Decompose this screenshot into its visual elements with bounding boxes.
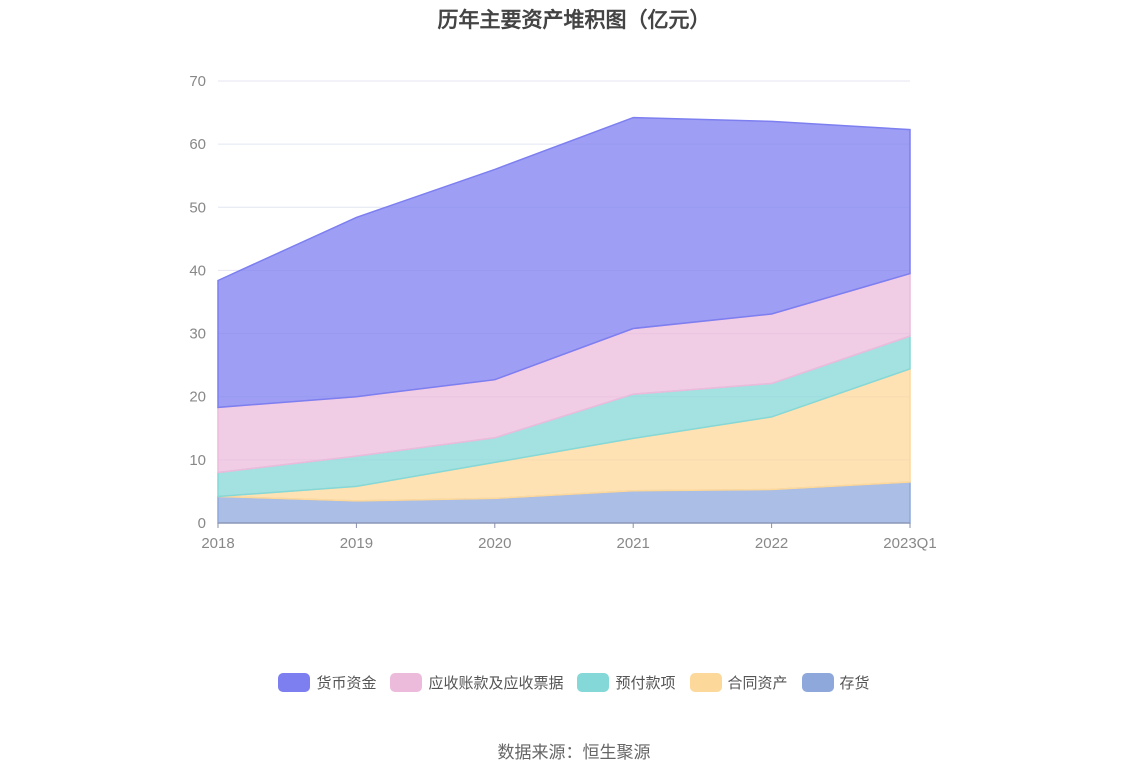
legend-item[interactable]: 预付款项	[577, 672, 676, 693]
y-tick-label: 10	[189, 452, 206, 469]
x-tick-label: 2020	[478, 535, 511, 552]
legend-swatch	[801, 673, 834, 692]
legend-swatch	[390, 673, 423, 692]
x-tick-label: 2022	[755, 535, 788, 552]
x-tick-label: 2021	[617, 535, 650, 552]
y-tick-label: 40	[189, 262, 206, 279]
legend-label: 应收账款及应收票据	[428, 675, 564, 692]
legend-item[interactable]: 应收账款及应收票据	[390, 672, 563, 693]
area-series-4	[217, 116, 911, 409]
legend-label: 合同资产	[727, 675, 788, 692]
chart-legend: 货币资金 应收账款及应收票据 预付款项 合同资产 存货	[0, 672, 1148, 693]
y-tick-label: 50	[189, 199, 206, 216]
y-tick-label: 70	[189, 73, 206, 90]
legend-label: 预付款项	[615, 675, 676, 692]
legend-swatch	[689, 673, 722, 692]
legend-item[interactable]: 货币资金	[278, 672, 376, 693]
y-tick-label: 30	[189, 326, 206, 343]
data-source-note: 数据来源：恒生聚源	[497, 743, 651, 762]
y-tick-label: 20	[189, 389, 206, 406]
stacked-area-chart: 0 10 20 30 40 50 60 70 2018 2019 2020 2021 2022 2023Q…	[189, 73, 936, 552]
legend-item[interactable]: 合同资产	[689, 672, 788, 693]
x-tick-label: 2019	[340, 535, 373, 552]
legend-item[interactable]: 存货	[801, 672, 870, 693]
x-tick-label: 2018	[201, 535, 234, 552]
legend-swatch	[577, 673, 610, 692]
y-tick-label: 0	[198, 515, 206, 532]
legend-label: 存货	[839, 675, 870, 692]
chart-title: 历年主要资产堆积图（亿元）	[437, 9, 711, 32]
legend-swatch	[278, 673, 311, 692]
legend-label: 货币资金	[316, 675, 377, 692]
y-tick-label: 60	[189, 136, 206, 153]
x-tick-label: 2023Q1	[883, 535, 936, 552]
